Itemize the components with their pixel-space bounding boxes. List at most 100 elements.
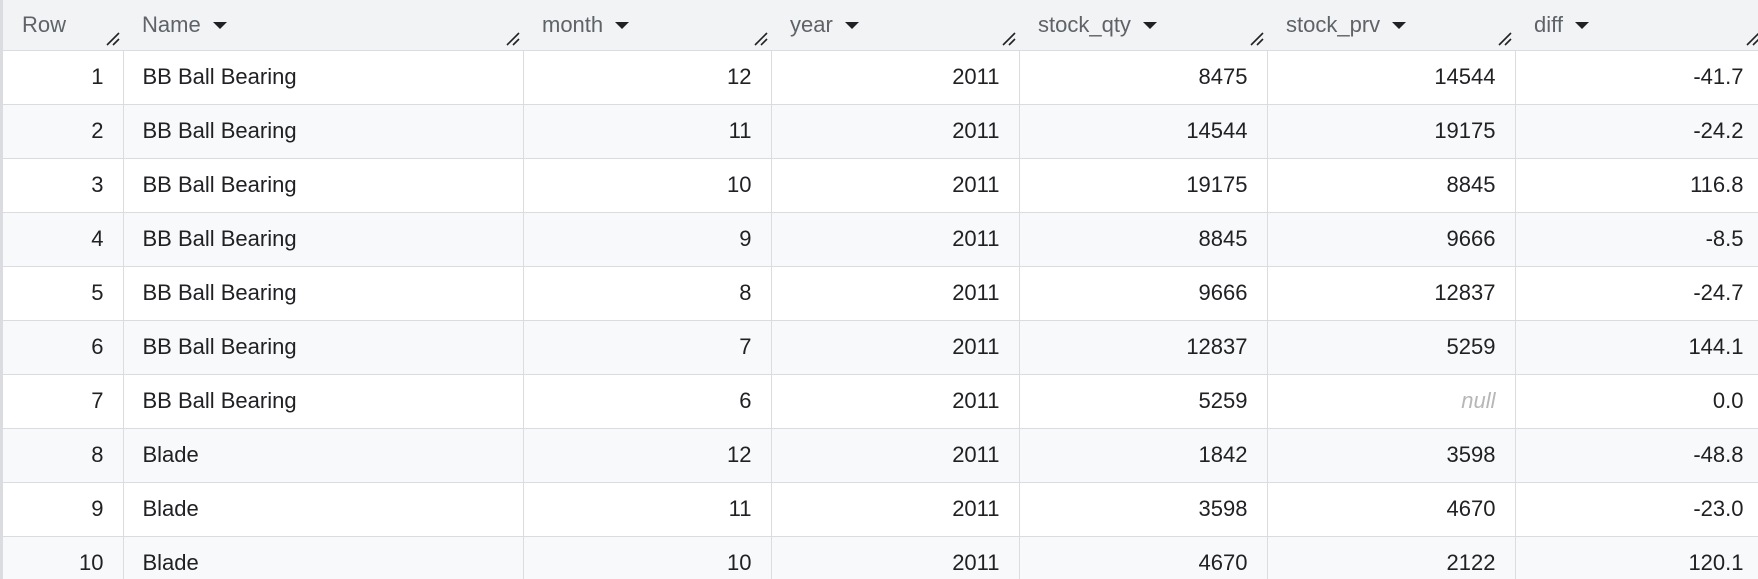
results-table: Row Name month year stock_qty bbox=[3, 0, 1758, 579]
cell-stock-prv[interactable]: 19175 bbox=[1267, 104, 1516, 159]
column-header-diff[interactable]: diff bbox=[1515, 0, 1758, 51]
cell-year[interactable]: 2011 bbox=[771, 266, 1020, 321]
cell-name[interactable]: Blade bbox=[123, 428, 524, 483]
column-header-label: stock_prv bbox=[1286, 12, 1381, 38]
cell-month[interactable]: 12 bbox=[523, 428, 772, 483]
cell-diff[interactable]: -41.7 bbox=[1515, 50, 1758, 105]
sort-arrow-down-icon[interactable] bbox=[1392, 21, 1407, 29]
cell-stock-prv-null[interactable]: null bbox=[1267, 374, 1516, 429]
column-resize-icon[interactable] bbox=[1497, 31, 1513, 47]
cell-stock-qty[interactable]: 19175 bbox=[1019, 158, 1268, 213]
cell-stock-prv[interactable]: 2122 bbox=[1267, 536, 1516, 579]
cell-month[interactable]: 10 bbox=[523, 536, 772, 579]
table-row[interactable]: 9 Blade 11 2011 3598 4670 -23.0 bbox=[3, 482, 1758, 537]
cell-diff[interactable]: -24.7 bbox=[1515, 266, 1758, 321]
cell-name[interactable]: BB Ball Bearing bbox=[123, 158, 524, 213]
cell-year[interactable]: 2011 bbox=[771, 482, 1020, 537]
cell-diff[interactable]: -48.8 bbox=[1515, 428, 1758, 483]
cell-year[interactable]: 2011 bbox=[771, 50, 1020, 105]
table-row[interactable]: 6 BB Ball Bearing 7 2011 12837 5259 144.… bbox=[3, 320, 1758, 375]
cell-stock-qty[interactable]: 9666 bbox=[1019, 266, 1268, 321]
cell-stock-qty[interactable]: 12837 bbox=[1019, 320, 1268, 375]
cell-stock-prv[interactable]: 4670 bbox=[1267, 482, 1516, 537]
cell-diff[interactable]: 120.1 bbox=[1515, 536, 1758, 579]
cell-stock-prv[interactable]: 8845 bbox=[1267, 158, 1516, 213]
column-header-row[interactable]: Row bbox=[3, 0, 123, 51]
sort-arrow-down-icon[interactable] bbox=[212, 21, 227, 29]
cell-name[interactable]: BB Ball Bearing bbox=[123, 104, 524, 159]
cell-diff[interactable]: -23.0 bbox=[1515, 482, 1758, 537]
cell-stock-qty[interactable]: 14544 bbox=[1019, 104, 1268, 159]
cell-diff[interactable]: 116.8 bbox=[1515, 158, 1758, 213]
cell-name[interactable]: BB Ball Bearing bbox=[123, 212, 524, 267]
sort-arrow-down-icon[interactable] bbox=[844, 21, 859, 29]
sort-arrow-down-icon[interactable] bbox=[1142, 21, 1157, 29]
cell-name[interactable]: BB Ball Bearing bbox=[123, 320, 524, 375]
cell-stock-prv[interactable]: 3598 bbox=[1267, 428, 1516, 483]
cell-stock-qty[interactable]: 8845 bbox=[1019, 212, 1268, 267]
cell-month[interactable]: 11 bbox=[523, 104, 772, 159]
cell-year[interactable]: 2011 bbox=[771, 320, 1020, 375]
cell-stock-qty[interactable]: 8475 bbox=[1019, 50, 1268, 105]
cell-row: 10 bbox=[3, 536, 124, 579]
cell-name[interactable]: Blade bbox=[123, 482, 524, 537]
cell-stock-prv[interactable]: 5259 bbox=[1267, 320, 1516, 375]
column-resize-icon[interactable] bbox=[1249, 31, 1265, 47]
sort-arrow-down-icon[interactable] bbox=[1574, 21, 1589, 29]
cell-row: 2 bbox=[3, 104, 124, 159]
table-row[interactable]: 8 Blade 12 2011 1842 3598 -48.8 bbox=[3, 428, 1758, 483]
cell-name[interactable]: BB Ball Bearing bbox=[123, 266, 524, 321]
table-row[interactable]: 2 BB Ball Bearing 11 2011 14544 19175 -2… bbox=[3, 104, 1758, 159]
cell-year[interactable]: 2011 bbox=[771, 158, 1020, 213]
cell-name[interactable]: Blade bbox=[123, 536, 524, 579]
column-resize-icon[interactable] bbox=[753, 31, 769, 47]
column-header-stock-qty[interactable]: stock_qty bbox=[1019, 0, 1267, 51]
cell-month[interactable]: 7 bbox=[523, 320, 772, 375]
table-row[interactable]: 3 BB Ball Bearing 10 2011 19175 8845 116… bbox=[3, 158, 1758, 213]
table-row[interactable]: 5 BB Ball Bearing 8 2011 9666 12837 -24.… bbox=[3, 266, 1758, 321]
column-resize-icon[interactable] bbox=[1745, 31, 1758, 47]
column-resize-icon[interactable] bbox=[505, 31, 521, 47]
cell-stock-qty[interactable]: 1842 bbox=[1019, 428, 1268, 483]
cell-diff[interactable]: 0.0 bbox=[1515, 374, 1758, 429]
cell-month[interactable]: 11 bbox=[523, 482, 772, 537]
cell-year[interactable]: 2011 bbox=[771, 374, 1020, 429]
cell-diff[interactable]: -8.5 bbox=[1515, 212, 1758, 267]
column-header-name[interactable]: Name bbox=[123, 0, 523, 51]
sort-arrow-down-icon[interactable] bbox=[615, 21, 630, 29]
table-row[interactable]: 7 BB Ball Bearing 6 2011 5259 null 0.0 bbox=[3, 374, 1758, 429]
column-header-month[interactable]: month bbox=[523, 0, 771, 51]
cell-month[interactable]: 12 bbox=[523, 50, 772, 105]
cell-row: 9 bbox=[3, 482, 124, 537]
column-header-year[interactable]: year bbox=[771, 0, 1019, 51]
cell-month[interactable]: 10 bbox=[523, 158, 772, 213]
cell-year[interactable]: 2011 bbox=[771, 428, 1020, 483]
cell-stock-prv[interactable]: 12837 bbox=[1267, 266, 1516, 321]
cell-month[interactable]: 6 bbox=[523, 374, 772, 429]
cell-month[interactable]: 9 bbox=[523, 212, 772, 267]
cell-year[interactable]: 2011 bbox=[771, 536, 1020, 579]
cell-diff[interactable]: -24.2 bbox=[1515, 104, 1758, 159]
cell-year[interactable]: 2011 bbox=[771, 212, 1020, 267]
cell-stock-qty[interactable]: 5259 bbox=[1019, 374, 1268, 429]
table-row[interactable]: 4 BB Ball Bearing 9 2011 8845 9666 -8.5 bbox=[3, 212, 1758, 267]
column-resize-icon[interactable] bbox=[1001, 31, 1017, 47]
cell-name[interactable]: BB Ball Bearing bbox=[123, 50, 524, 105]
column-header-stock-prv[interactable]: stock_prv bbox=[1267, 0, 1515, 51]
cell-stock-prv[interactable]: 14544 bbox=[1267, 50, 1516, 105]
cell-name[interactable]: BB Ball Bearing bbox=[123, 374, 524, 429]
column-header-label: Name bbox=[142, 12, 201, 38]
cell-year[interactable]: 2011 bbox=[771, 104, 1020, 159]
cell-row: 1 bbox=[3, 50, 124, 105]
table-row[interactable]: 1 BB Ball Bearing 12 2011 8475 14544 -41… bbox=[3, 50, 1758, 105]
column-resize-icon[interactable] bbox=[105, 31, 121, 47]
cell-diff[interactable]: 144.1 bbox=[1515, 320, 1758, 375]
cell-stock-prv[interactable]: 9666 bbox=[1267, 212, 1516, 267]
table-row[interactable]: 10 Blade 10 2011 4670 2122 120.1 bbox=[3, 536, 1758, 579]
cell-stock-qty[interactable]: 4670 bbox=[1019, 536, 1268, 579]
column-header-label: diff bbox=[1534, 12, 1563, 38]
cell-row: 6 bbox=[3, 320, 124, 375]
cell-stock-qty[interactable]: 3598 bbox=[1019, 482, 1268, 537]
cell-month[interactable]: 8 bbox=[523, 266, 772, 321]
